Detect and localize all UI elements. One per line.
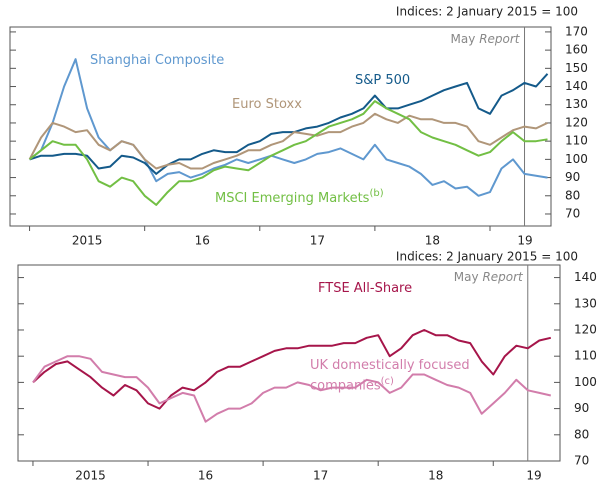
y-tick-label: 140 bbox=[565, 79, 588, 93]
y-tick-label: 140 bbox=[574, 270, 597, 284]
series-note: (b) bbox=[369, 188, 383, 199]
annotation-text: May bbox=[454, 270, 479, 284]
series-label: S&P 500 bbox=[355, 73, 410, 88]
x-tick-label: 19 bbox=[526, 469, 541, 483]
series-label: Euro Stoxx bbox=[232, 97, 302, 112]
report-annotation: May Report bbox=[451, 32, 521, 46]
x-tick-label: 17 bbox=[313, 469, 328, 483]
y-axis-title: Indices: 2 January 2015 = 100 bbox=[396, 5, 578, 19]
x-tick-label: 18 bbox=[425, 234, 440, 248]
series-line bbox=[29, 73, 549, 175]
series-name: MSCI Emerging Markets bbox=[215, 191, 370, 206]
series-label: Shanghai Composite bbox=[90, 53, 224, 68]
x-tick-label: 2015 bbox=[72, 234, 103, 248]
series-name: UK domestically focused companies bbox=[310, 358, 470, 394]
x-tick-label: 16 bbox=[195, 234, 210, 248]
series-label: UK domestically focused companies(c) bbox=[310, 358, 470, 394]
y-tick-label: 160 bbox=[565, 43, 588, 57]
annotation-text: May bbox=[451, 32, 476, 46]
series-line bbox=[28, 112, 548, 170]
series-name: FTSE All-Share bbox=[318, 281, 412, 296]
series-note: (c) bbox=[380, 376, 394, 387]
series-line bbox=[28, 100, 548, 206]
annotation-italic: Report bbox=[479, 32, 521, 46]
series-line bbox=[32, 355, 552, 423]
y-axis-title: Indices: 2 January 2015 = 100 bbox=[396, 250, 578, 264]
plot-frame bbox=[17, 264, 561, 462]
y-tick-label: 130 bbox=[574, 296, 597, 310]
x-tick-label: 18 bbox=[428, 469, 443, 483]
y-tick-label: 70 bbox=[565, 206, 580, 220]
y-tick-label: 150 bbox=[565, 61, 588, 75]
x-tick-label: 16 bbox=[198, 469, 213, 483]
report-annotation: May Report bbox=[454, 270, 524, 284]
series-name: Shanghai Composite bbox=[90, 53, 224, 68]
y-tick-label: 100 bbox=[565, 152, 588, 166]
y-tick-label: 130 bbox=[565, 97, 588, 111]
series-line bbox=[32, 329, 552, 410]
x-tick-label: 19 bbox=[517, 234, 532, 248]
plot-frame bbox=[9, 26, 552, 227]
series-name: Euro Stoxx bbox=[232, 97, 302, 112]
series-line bbox=[28, 58, 548, 197]
y-tick-label: 110 bbox=[565, 134, 588, 148]
series-label-box: UK domestically focused companies(c) bbox=[310, 358, 470, 394]
series-name: S&P 500 bbox=[355, 73, 410, 88]
annotation-italic: Report bbox=[482, 270, 524, 284]
y-tick-label: 110 bbox=[574, 349, 597, 363]
y-tick-label: 120 bbox=[565, 115, 588, 129]
x-tick-label: 2015 bbox=[75, 469, 106, 483]
x-tick-label: 17 bbox=[310, 234, 325, 248]
y-tick-label: 170 bbox=[565, 24, 588, 38]
series-label: FTSE All-Share bbox=[318, 281, 412, 296]
y-tick-label: 70 bbox=[574, 454, 589, 468]
series-label: MSCI Emerging Markets(b) bbox=[215, 188, 384, 206]
y-tick-label: 80 bbox=[565, 188, 580, 202]
y-tick-label: 90 bbox=[574, 401, 589, 415]
y-tick-label: 100 bbox=[574, 375, 597, 389]
y-tick-label: 120 bbox=[574, 322, 597, 336]
y-tick-label: 80 bbox=[574, 427, 589, 441]
y-tick-label: 90 bbox=[565, 170, 580, 184]
